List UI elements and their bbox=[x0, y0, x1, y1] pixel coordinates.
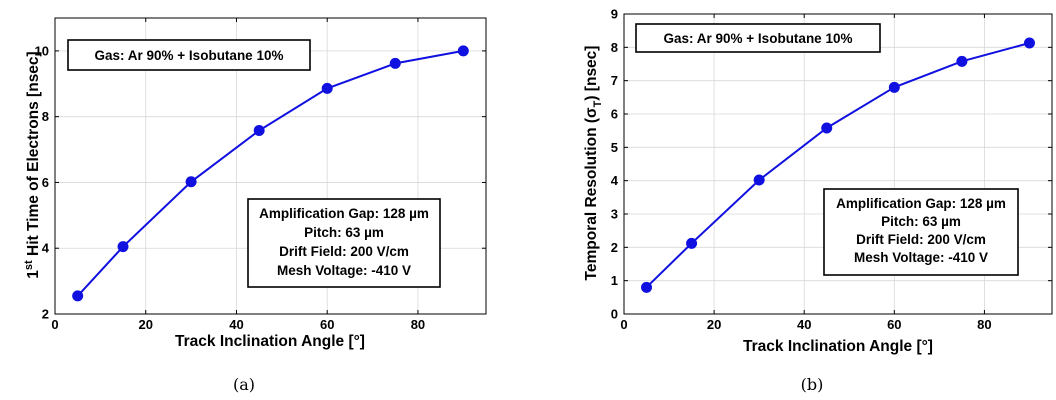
data-point bbox=[72, 290, 84, 302]
y-tick-label: 2 bbox=[611, 240, 618, 255]
y-tick-label: 6 bbox=[42, 175, 49, 190]
panel-a: 0 20 40 60 80 2 4 6 8 10 Gas: Ar 90% + Isobutane … bbox=[23, 17, 487, 394]
y-tick-label: 0 bbox=[611, 307, 618, 322]
y-tick-label: 7 bbox=[611, 73, 618, 88]
info-line-pitch: Pitch: 63 µm bbox=[304, 225, 384, 240]
x-tick-label: 80 bbox=[977, 317, 991, 332]
x-tick-label: 60 bbox=[887, 317, 901, 332]
gas-box-text: Gas: Ar 90% + Isobutane 10% bbox=[95, 48, 284, 63]
ticks: 0 20 40 60 80 2 4 6 8 10 bbox=[35, 18, 486, 332]
y-tick-label: 3 bbox=[611, 207, 618, 222]
data-point bbox=[1023, 37, 1035, 49]
x-tick-label: 20 bbox=[707, 317, 721, 332]
y-tick-label: 10 bbox=[35, 43, 49, 58]
data-point bbox=[821, 122, 833, 134]
x-tick-label: 0 bbox=[620, 317, 627, 332]
gas-box: Gas: Ar 90% + Isobutane 10% bbox=[67, 39, 311, 71]
data-point bbox=[117, 241, 129, 253]
y-tick-label: 4 bbox=[611, 173, 619, 188]
data-point bbox=[641, 281, 653, 293]
caption-a: (a) bbox=[233, 375, 255, 394]
panel-b: 0 20 40 60 80 0 1 2 3 4 5 6 7 8 9 Gas: Ar 90% + Isobut… bbox=[583, 7, 1053, 394]
gas-box-text: Gas: Ar 90% + Isobutane 10% bbox=[664, 31, 853, 46]
axes-frame bbox=[54, 17, 487, 315]
x-tick-label: 20 bbox=[139, 317, 153, 332]
data-point bbox=[457, 45, 469, 57]
x-tick-label: 40 bbox=[229, 317, 243, 332]
info-line-gap: Amplification Gap: 128 µm bbox=[259, 206, 429, 221]
data-point bbox=[686, 237, 698, 249]
x-tick-label: 40 bbox=[797, 317, 811, 332]
data-point bbox=[888, 81, 900, 93]
gas-box: Gas: Ar 90% + Isobutane 10% bbox=[635, 23, 881, 53]
y-tick-label: 6 bbox=[611, 107, 618, 122]
data-point bbox=[321, 82, 333, 94]
data-point bbox=[389, 57, 401, 69]
y-tick-label: 4 bbox=[42, 241, 50, 256]
ticks: 0 20 40 60 80 0 1 2 3 4 5 6 7 8 9 bbox=[611, 7, 1052, 332]
data-point bbox=[253, 124, 265, 136]
x-axis-label: Track Inclination Angle [°] bbox=[175, 333, 365, 350]
y-tick-label: 2 bbox=[42, 307, 49, 322]
axes-frame bbox=[623, 13, 1053, 315]
data-point bbox=[956, 55, 968, 67]
data-point bbox=[753, 174, 765, 186]
x-axis-label: Track Inclination Angle [°] bbox=[743, 338, 933, 355]
x-tick-label: 60 bbox=[320, 317, 334, 332]
info-line-voltage: Mesh Voltage: -410 V bbox=[854, 250, 988, 265]
info-line-voltage: Mesh Voltage: -410 V bbox=[277, 263, 411, 278]
info-line-field: Drift Field: 200 V/cm bbox=[856, 232, 986, 247]
info-box: Amplification Gap: 128 µm Pitch: 63 µm D… bbox=[247, 198, 441, 288]
data-point bbox=[185, 176, 197, 188]
series bbox=[641, 37, 1035, 293]
info-line-field: Drift Field: 200 V/cm bbox=[279, 244, 409, 259]
series bbox=[72, 45, 469, 302]
y-axis-label: Temporal Resolution (σT) [nsec] bbox=[583, 46, 604, 281]
y-tick-label: 8 bbox=[42, 109, 49, 124]
info-box: Amplification Gap: 128 µm Pitch: 63 µm D… bbox=[823, 188, 1019, 276]
y-tick-label: 1 bbox=[611, 273, 618, 288]
y-tick-label: 5 bbox=[611, 140, 618, 155]
info-line-pitch: Pitch: 63 µm bbox=[881, 214, 961, 229]
y-tick-label: 8 bbox=[611, 40, 618, 55]
y-axis-label: 1st Hit Time of Electrons [nsec] bbox=[23, 51, 42, 278]
y-tick-label: 9 bbox=[611, 7, 618, 22]
info-line-gap: Amplification Gap: 128 µm bbox=[836, 196, 1006, 211]
x-tick-label: 80 bbox=[411, 317, 425, 332]
x-tick-label: 0 bbox=[51, 317, 58, 332]
caption-b: (b) bbox=[801, 375, 824, 394]
